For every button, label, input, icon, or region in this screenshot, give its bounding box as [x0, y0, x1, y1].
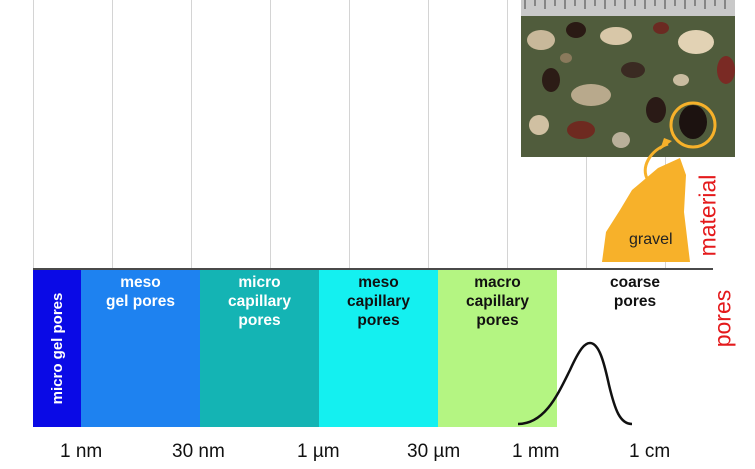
scale-label-1um: 1 µm [297, 441, 340, 462]
distribution-curve-line [517, 341, 633, 426]
gravel-label: gravel [629, 231, 673, 248]
gravel-shape [602, 158, 690, 262]
arrow-head [660, 138, 672, 150]
concrete-sample-photo [521, 0, 735, 157]
macro-capillary-pores-label: macro capillary pores [466, 274, 529, 329]
meso-capillary-pores-segment: meso capillary pores [319, 270, 438, 427]
meso-capillary-pores-label: meso capillary pores [347, 274, 410, 329]
grid-line [33, 0, 34, 268]
pore-size-band: micro gel pores meso gel pores micro capil… [33, 268, 713, 427]
scale-label-1cm: 1 cm [629, 441, 671, 462]
grid-line [112, 0, 113, 268]
grid-line [270, 0, 271, 268]
meso-gel-pores-segment: meso gel pores [81, 270, 200, 427]
scale-label-30um: 30 µm [407, 441, 461, 462]
material-label: material [694, 174, 721, 257]
grid-line [507, 0, 508, 268]
grid-line [349, 0, 350, 268]
scale-label-30nm: 30 nm [172, 441, 225, 462]
highlight-circle [669, 101, 717, 149]
grid-line [428, 0, 429, 268]
pores-label: pores [709, 289, 736, 348]
macro-capillary-pores-segment: macro capillary pores [438, 270, 557, 427]
micro-capillary-pores-label: micro capillary pores [228, 274, 291, 329]
micro-gel-pores-segment: micro gel pores [33, 270, 81, 427]
grid-line [191, 0, 192, 268]
scale-label-1nm: 1 nm [60, 441, 103, 462]
micro-capillary-pores-segment: micro capillary pores [200, 270, 319, 427]
coarse-pores-label: coarse pores [610, 274, 660, 310]
scale-label-1mm: 1 mm [512, 441, 560, 462]
meso-gel-pores-label: meso gel pores [106, 274, 175, 310]
